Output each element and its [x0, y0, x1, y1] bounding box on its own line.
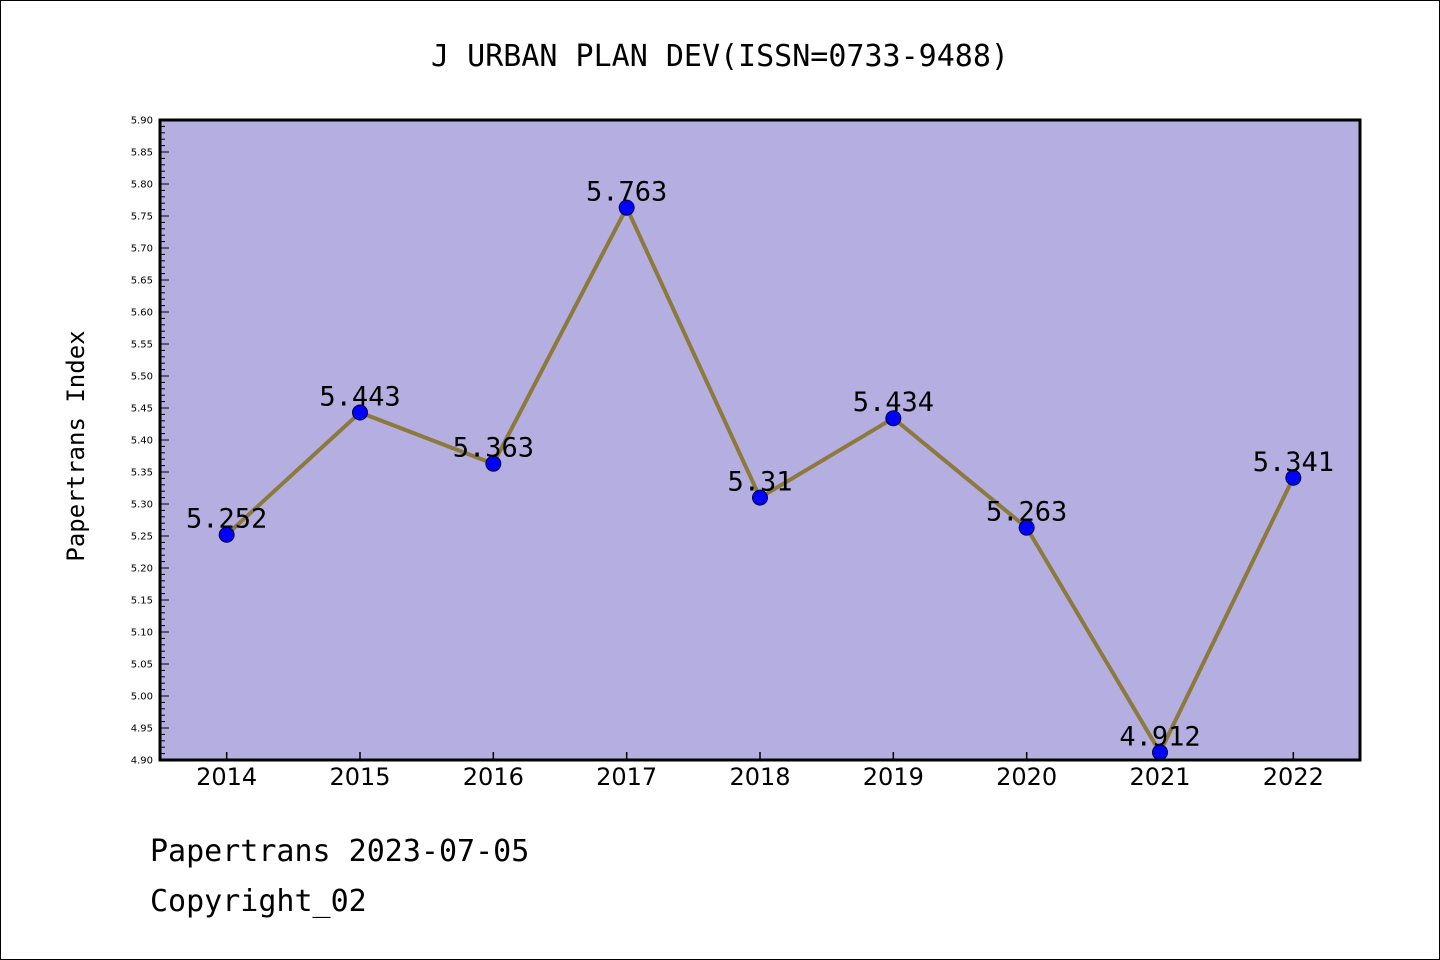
plot-border	[158, 118, 1362, 762]
y-tick-label: 5.40	[131, 436, 153, 447]
y-tick-label: 5.30	[131, 500, 153, 511]
x-tick-label: 2015	[329, 763, 390, 791]
data-label: 5.252	[186, 504, 267, 535]
data-point	[1018, 519, 1035, 536]
data-label: 5.763	[586, 177, 667, 208]
footer-date: Papertrans 2023-07-05	[150, 834, 530, 869]
y-tick-label: 5.90	[131, 116, 153, 127]
y-tick-label: 5.35	[131, 468, 153, 479]
data-label: 5.31	[727, 467, 792, 498]
x-axis-ticks: 2014 2015 2016 2017 2018 2019 2020 2021 2022	[196, 752, 1324, 791]
data-label: 5.263	[986, 497, 1067, 528]
y-tick-label: 4.95	[131, 724, 153, 735]
x-tick-label: 2020	[996, 763, 1057, 791]
y-tick-label: 5.25	[131, 532, 153, 543]
y-tick-label: 5.55	[131, 340, 153, 351]
data-markers	[218, 199, 1302, 761]
data-point	[218, 526, 235, 543]
y-tick-label: 5.20	[131, 564, 153, 575]
y-tick-label: 5.85	[131, 148, 153, 159]
x-tick-label: 2019	[863, 763, 924, 791]
data-label: 5.341	[1253, 447, 1334, 478]
y-tick-label: 5.70	[131, 244, 153, 255]
y-tick-label: 5.75	[131, 212, 153, 223]
data-point	[885, 410, 902, 427]
y-axis-label: Papertrans Index	[62, 330, 90, 561]
y-tick-label: 5.05	[131, 660, 153, 671]
y-tick-label: 4.90	[131, 756, 153, 767]
x-tick-label: 2018	[729, 763, 790, 791]
data-point	[752, 489, 768, 506]
data-point	[485, 455, 502, 472]
data-point	[618, 199, 635, 216]
data-label: 4.912	[1119, 721, 1200, 752]
y-tick-label: 5.15	[131, 596, 153, 607]
y-tick-label: 5.00	[131, 692, 153, 703]
y-tick-label: 5.10	[131, 628, 153, 639]
y-axis-ticks: 4.90 4.95 5.00 5.05 5.10 5.15 5.20 5.25 5.30 5.35…	[131, 116, 169, 767]
plot-area	[160, 120, 1360, 760]
data-point	[1285, 469, 1302, 486]
data-label: 5.443	[319, 381, 400, 412]
footer-copyright: Copyright_02	[150, 884, 367, 919]
data-label: 5.363	[453, 433, 534, 464]
x-tick-label: 2014	[196, 763, 257, 791]
data-labels: 5.252 5.443 5.363 5.763 5.31 5.434 5.263 4.912 5…	[186, 177, 1334, 753]
x-tick-label: 2022	[1263, 763, 1324, 791]
y-tick-label: 5.65	[131, 276, 153, 287]
y-tick-label: 5.50	[131, 372, 153, 383]
x-tick-label: 2021	[1129, 763, 1190, 791]
chart-title: J URBAN PLAN DEV(ISSN=0733-9488)	[431, 39, 1009, 74]
x-tick-label: 2016	[463, 763, 524, 791]
y-tick-label: 5.60	[131, 308, 153, 319]
x-tick-label: 2017	[596, 763, 657, 791]
y-tick-label: 5.80	[131, 180, 153, 191]
data-label: 5.434	[853, 387, 934, 418]
y-tick-label: 5.45	[131, 404, 153, 415]
data-point	[352, 404, 368, 421]
